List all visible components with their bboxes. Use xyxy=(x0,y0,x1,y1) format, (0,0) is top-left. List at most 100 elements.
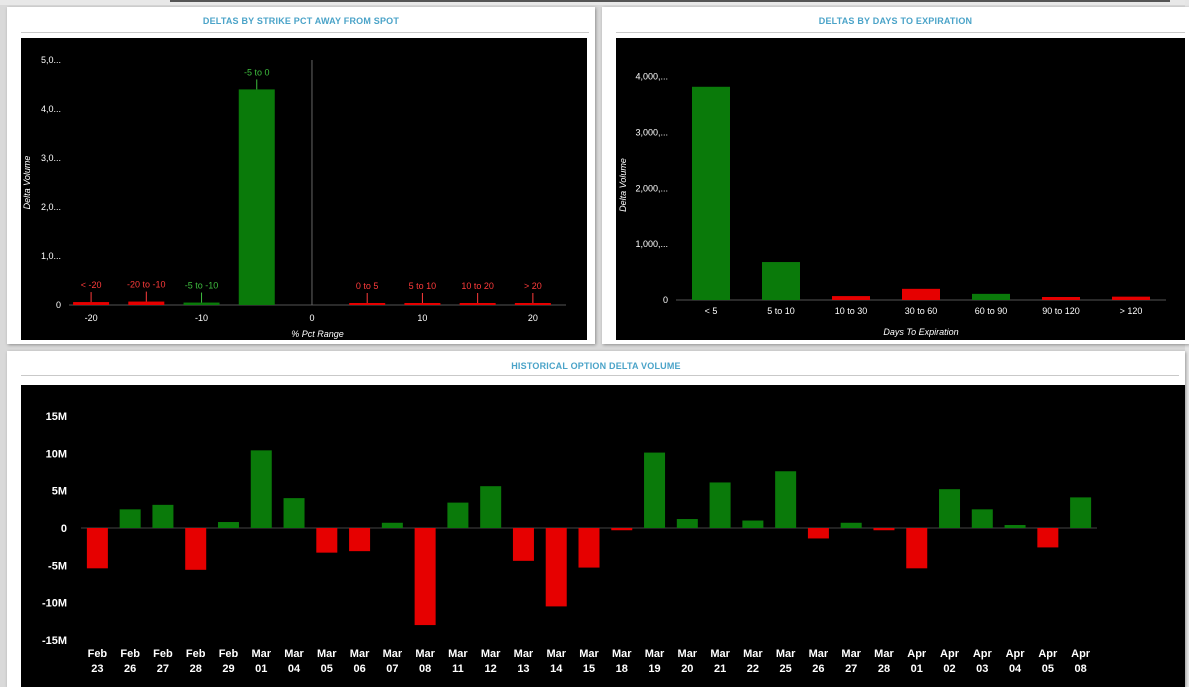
bar[interactable] xyxy=(250,450,272,528)
x-tick-label: 60 to 90 xyxy=(975,306,1008,316)
bar[interactable] xyxy=(1004,525,1026,528)
bar[interactable] xyxy=(676,519,698,528)
bar[interactable] xyxy=(119,509,141,528)
y-tick-label: 4,000,... xyxy=(635,72,668,82)
x-tick-day: 12 xyxy=(485,663,497,675)
bar[interactable] xyxy=(611,528,633,531)
bar[interactable] xyxy=(840,522,862,528)
x-tick-day: 26 xyxy=(124,663,136,675)
bar[interactable] xyxy=(545,528,567,607)
bar[interactable] xyxy=(775,471,797,528)
x-tick-month: Mar xyxy=(350,648,370,660)
x-tick-label: 30 to 60 xyxy=(905,306,938,316)
bar[interactable] xyxy=(906,528,928,569)
y-tick-label: 1,000,... xyxy=(635,239,668,249)
data-label: -20 to -10 xyxy=(127,280,166,290)
bar[interactable] xyxy=(283,498,305,528)
x-tick-month: Apr xyxy=(940,648,960,660)
x-tick-month: Mar xyxy=(743,648,763,660)
x-tick-month: Apr xyxy=(973,648,993,660)
x-tick-month: Mar xyxy=(678,648,698,660)
x-tick-day: 28 xyxy=(878,663,890,675)
bar[interactable] xyxy=(217,522,239,528)
bar[interactable] xyxy=(459,303,496,305)
x-tick-month: Apr xyxy=(1006,648,1026,660)
data-label: 0 to 5 xyxy=(356,281,379,291)
bar[interactable] xyxy=(1070,497,1092,528)
bar[interactable] xyxy=(873,528,895,531)
x-tick-month: Mar xyxy=(874,648,894,660)
x-axis-title: % Pct Range xyxy=(291,329,344,339)
x-tick-day: 13 xyxy=(517,663,529,675)
x-tick-month: Mar xyxy=(448,648,468,660)
bar[interactable] xyxy=(1042,297,1080,300)
x-tick-label: -10 xyxy=(195,313,208,323)
x-tick-month: Mar xyxy=(612,648,632,660)
x-tick-day: 22 xyxy=(747,663,759,675)
x-tick-label: 20 xyxy=(528,313,538,323)
bar[interactable] xyxy=(742,520,764,528)
bar[interactable] xyxy=(939,489,961,528)
x-tick-month: Feb xyxy=(186,648,206,660)
x-tick-month: Apr xyxy=(1071,648,1091,660)
bar[interactable] xyxy=(512,528,534,561)
data-label: 5 to 10 xyxy=(409,281,437,291)
bar[interactable] xyxy=(349,303,386,305)
x-tick-day: 25 xyxy=(780,663,792,675)
bar[interactable] xyxy=(349,528,371,552)
panel-title: DELTAS BY STRIKE PCT AWAY FROM SPOT xyxy=(202,16,400,26)
bar[interactable] xyxy=(1037,528,1059,548)
bar[interactable] xyxy=(185,528,207,570)
bar[interactable] xyxy=(480,486,502,528)
x-tick-day: 11 xyxy=(452,663,464,675)
x-tick-month: Mar xyxy=(383,648,403,660)
bar[interactable] xyxy=(1112,296,1150,300)
bar[interactable] xyxy=(762,262,800,300)
x-tick-month: Mar xyxy=(645,648,665,660)
bar[interactable] xyxy=(514,303,551,305)
bar[interactable] xyxy=(152,504,174,528)
bar[interactable] xyxy=(972,293,1010,300)
bar[interactable] xyxy=(86,528,108,569)
y-tick-label: 5,0... xyxy=(41,55,61,65)
y-tick-label: 0 xyxy=(663,295,668,305)
bar[interactable] xyxy=(709,482,731,528)
bar[interactable] xyxy=(414,528,436,626)
bar[interactable] xyxy=(238,89,275,306)
x-tick-day: 04 xyxy=(1009,663,1022,675)
expiration-panel: DELTAS BY DAYS TO EXPIRATION 0 1,000,... 2… xyxy=(602,7,1189,344)
bar[interactable] xyxy=(316,528,338,553)
bar[interactable] xyxy=(832,296,870,300)
strike-chart-area: 0 1,0... 2,0... 3,0... 4,0... 5,0... -20 -10 0 10… xyxy=(21,38,587,340)
x-tick-month: Feb xyxy=(120,648,140,660)
bar[interactable] xyxy=(381,522,403,528)
bar[interactable] xyxy=(447,502,469,528)
bar[interactable] xyxy=(183,302,220,305)
bar[interactable] xyxy=(807,528,829,539)
bar[interactable] xyxy=(128,301,165,305)
bar[interactable] xyxy=(404,303,441,305)
x-tick-month: Mar xyxy=(710,648,730,660)
x-tick-day: 08 xyxy=(419,663,431,675)
x-tick-month: Apr xyxy=(1038,648,1058,660)
x-tick-day: 20 xyxy=(681,663,693,675)
bar[interactable] xyxy=(644,452,666,528)
bar[interactable] xyxy=(578,528,600,568)
x-tick-day: 05 xyxy=(1042,663,1054,675)
x-tick-day: 04 xyxy=(288,663,301,675)
x-tick-label: -20 xyxy=(85,313,98,323)
bar[interactable] xyxy=(692,86,730,300)
x-tick-day: 18 xyxy=(616,663,628,675)
y-tick-label: 2,0... xyxy=(41,202,61,212)
x-tick-month: Mar xyxy=(776,648,796,660)
data-label: < -20 xyxy=(81,280,102,290)
x-tick-month: Apr xyxy=(907,648,927,660)
x-tick-month: Mar xyxy=(546,648,566,660)
x-tick-day: 02 xyxy=(943,663,955,675)
x-tick-month: Feb xyxy=(219,648,239,660)
bar[interactable] xyxy=(971,509,993,528)
y-axis-title: Delta Volume xyxy=(22,156,32,210)
y-tick-label: 15M xyxy=(46,411,67,423)
bar[interactable] xyxy=(73,302,110,305)
bar[interactable] xyxy=(902,288,940,300)
